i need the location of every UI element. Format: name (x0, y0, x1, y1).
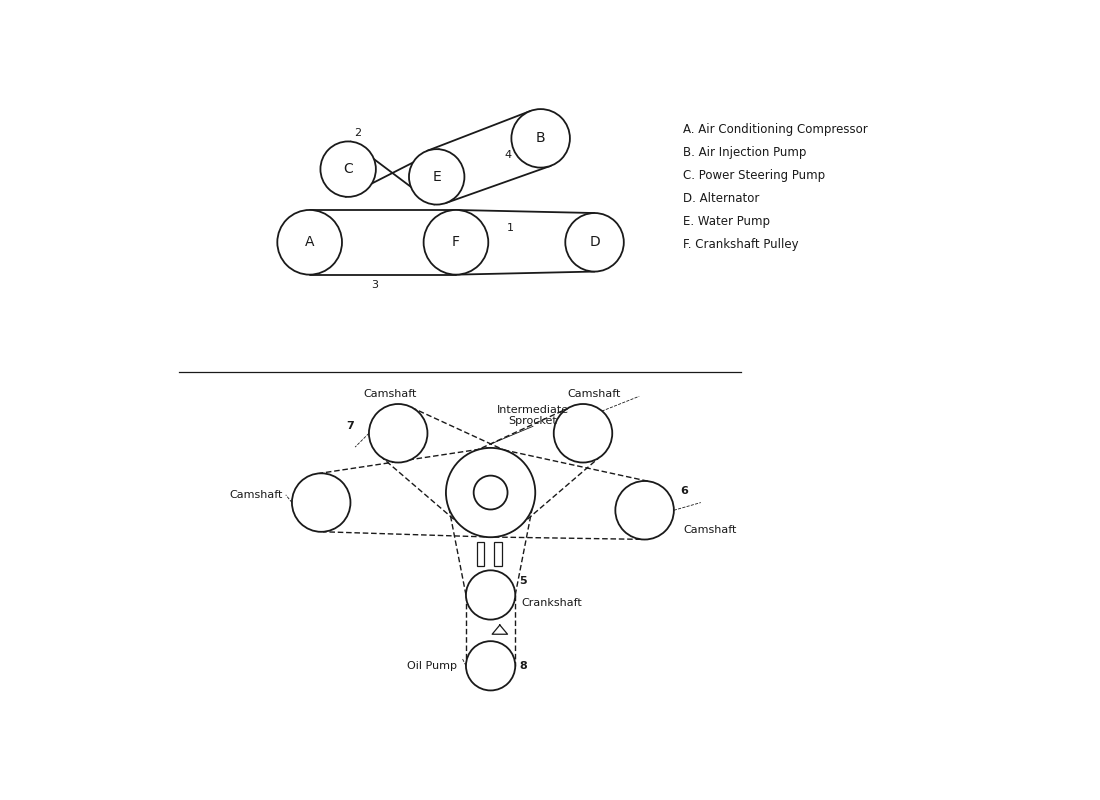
Text: Camshaft: Camshaft (364, 390, 417, 399)
Text: D. Alternator: D. Alternator (683, 192, 759, 206)
Text: Crankshaft: Crankshaft (521, 598, 582, 608)
Text: 5: 5 (519, 576, 527, 586)
Text: E: E (432, 170, 441, 184)
Circle shape (368, 404, 428, 462)
Text: B: B (536, 131, 546, 146)
Text: 3: 3 (372, 281, 378, 290)
Circle shape (409, 149, 464, 205)
Text: 4: 4 (504, 150, 512, 160)
Bar (495, 542, 502, 566)
Circle shape (615, 481, 674, 539)
Text: 2: 2 (354, 128, 362, 138)
Text: Camshaft: Camshaft (229, 490, 283, 500)
Text: B. Air Injection Pump: B. Air Injection Pump (683, 146, 806, 159)
Circle shape (474, 476, 507, 510)
Text: C: C (343, 162, 353, 176)
Text: 7: 7 (345, 421, 353, 430)
Circle shape (446, 448, 536, 538)
Circle shape (565, 213, 624, 271)
Text: D: D (590, 235, 600, 250)
Text: Camshaft: Camshaft (683, 525, 737, 534)
Text: C. Power Steering Pump: C. Power Steering Pump (683, 169, 825, 182)
Text: Intermediate
Sprocket: Intermediate Sprocket (497, 405, 569, 426)
Text: 1: 1 (506, 222, 514, 233)
Text: Oil Pump: Oil Pump (407, 661, 456, 670)
Text: Camshaft: Camshaft (568, 390, 622, 399)
Circle shape (292, 474, 351, 532)
Text: A. Air Conditioning Compressor: A. Air Conditioning Compressor (683, 123, 868, 136)
Text: E. Water Pump: E. Water Pump (683, 215, 770, 228)
Text: A: A (305, 235, 315, 250)
Circle shape (466, 641, 515, 690)
Text: F. Crankshaft Pulley: F. Crankshaft Pulley (683, 238, 799, 251)
Circle shape (512, 109, 570, 168)
Circle shape (466, 570, 515, 619)
Circle shape (320, 142, 376, 197)
Text: 8: 8 (519, 661, 527, 670)
Bar (476, 542, 484, 566)
Text: 6: 6 (680, 486, 688, 496)
Text: F: F (452, 235, 460, 250)
Circle shape (424, 210, 488, 274)
Circle shape (277, 210, 342, 274)
Circle shape (553, 404, 613, 462)
